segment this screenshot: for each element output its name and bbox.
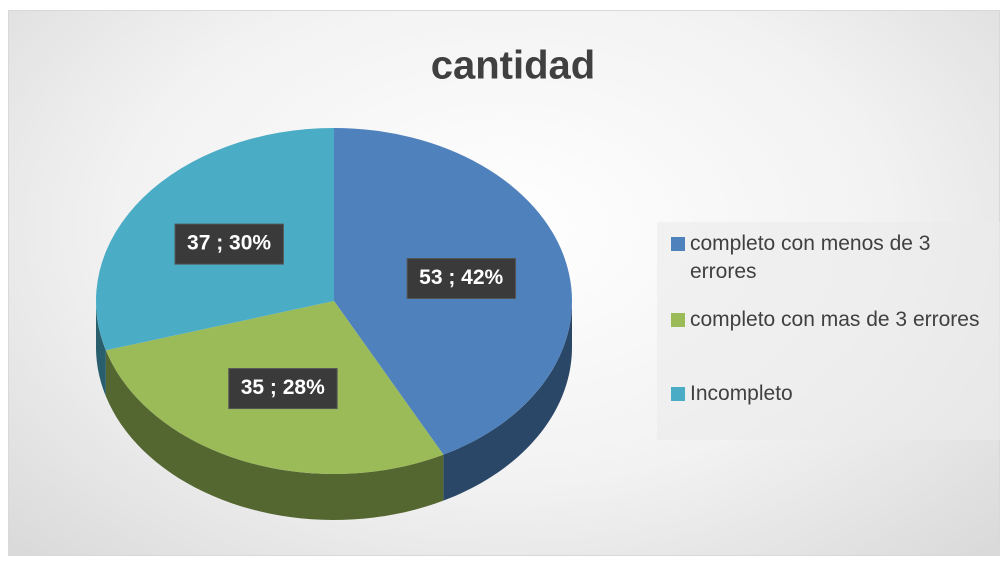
slice-side	[105, 350, 444, 520]
chart-title: cantidad	[431, 44, 595, 88]
legend-label: completo con mas de 3 errores	[690, 308, 980, 331]
legend: completo con menos de 3 errores completo …	[657, 222, 1000, 440]
slice-side	[443, 301, 572, 501]
legend-swatch	[671, 387, 685, 401]
legend-entry: Incompleto	[671, 380, 1001, 408]
data-label: 53 ; 42%	[419, 266, 503, 289]
legend-swatch	[671, 237, 685, 251]
data-label: 37 ; 30%	[187, 232, 271, 255]
legend-label: Incompleto	[690, 382, 793, 405]
legend-swatch	[671, 313, 685, 327]
legend-entry: completo con menos de 3 errores	[671, 230, 1001, 286]
data-label-box	[228, 368, 338, 410]
data-label: 35 ; 28%	[241, 376, 325, 399]
data-label-box	[174, 223, 284, 265]
legend-entry: completo con mas de 3 errores	[671, 306, 1001, 334]
data-label-box	[406, 257, 517, 299]
slice-side	[96, 301, 106, 397]
legend-label: completo con menos de 3 errores	[690, 232, 931, 283]
